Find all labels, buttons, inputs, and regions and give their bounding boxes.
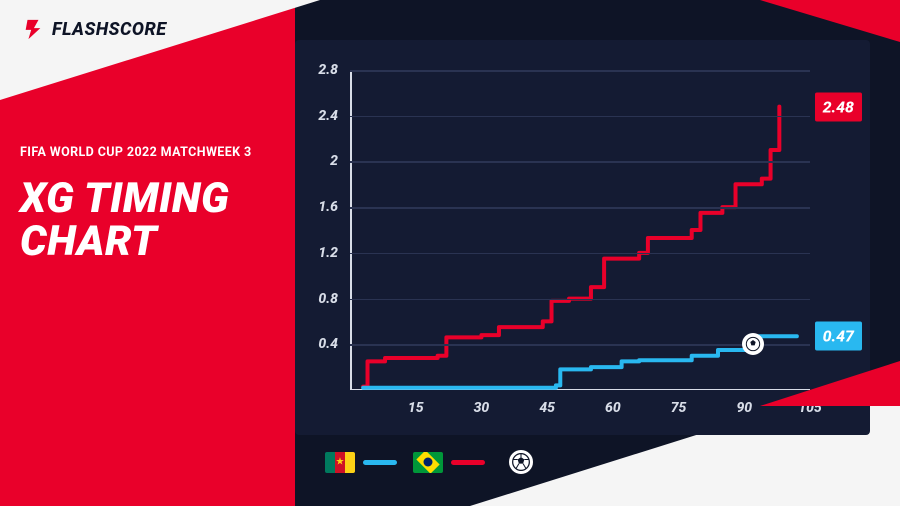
- decor-wedge-bottom-right-red: [760, 361, 900, 406]
- soccer-ball-icon: [511, 452, 531, 472]
- legend-item-cameroon: ★: [325, 452, 397, 473]
- legend-line-brazil: [451, 460, 485, 465]
- gridline-h: [350, 70, 810, 72]
- y-tick-label: 1.2: [318, 245, 350, 261]
- y-tick-label: 1.6: [318, 199, 350, 215]
- flag-brazil: [413, 452, 443, 473]
- gridline-h: [350, 116, 810, 118]
- y-tick-label: 2.4: [318, 108, 350, 124]
- gridline-h: [350, 207, 810, 209]
- chart-plot-area: 0.40.81.21.622.42.81530456075901052.480.…: [350, 70, 810, 390]
- legend-line-cameroon: [363, 460, 397, 465]
- flag-cameroon: ★: [325, 452, 355, 473]
- x-tick-label: 60: [605, 390, 621, 416]
- brand-logo: FLASHSCORE: [22, 18, 167, 40]
- series-svg: [350, 70, 810, 390]
- legend-item-brazil: [413, 452, 485, 473]
- goal-marker: [742, 333, 764, 355]
- x-tick-label: 15: [408, 390, 424, 416]
- legend: ★: [325, 448, 535, 476]
- y-tick-label: 0.4: [318, 336, 350, 352]
- x-tick-label: 45: [539, 390, 555, 416]
- x-tick-label: 90: [736, 390, 752, 416]
- decor-wedge-top-right-red: [760, 0, 900, 42]
- legend-goal-icon: [507, 448, 535, 476]
- final-xg-badge-cameroon: 0.47: [815, 322, 862, 351]
- decor-wedge-top-left: [0, 0, 320, 100]
- gridline-h: [350, 253, 810, 255]
- gridline-h: [350, 299, 810, 301]
- chart-title: XG TIMING CHART: [20, 178, 229, 264]
- x-tick-label: 30: [474, 390, 490, 416]
- x-tick-label: 75: [671, 390, 687, 416]
- gridline-h: [350, 344, 810, 346]
- gridline-h: [350, 161, 810, 163]
- y-tick-label: 2: [330, 153, 350, 169]
- flashscore-icon: [22, 18, 44, 40]
- brand-name: FLASHSCORE: [52, 19, 167, 40]
- match-context: FIFA WORLD CUP 2022 MATCHWEEK 3: [20, 145, 252, 160]
- y-tick-label: 2.8: [318, 62, 350, 78]
- y-tick-label: 0.8: [318, 291, 350, 307]
- final-xg-badge-brazil: 2.48: [815, 92, 862, 121]
